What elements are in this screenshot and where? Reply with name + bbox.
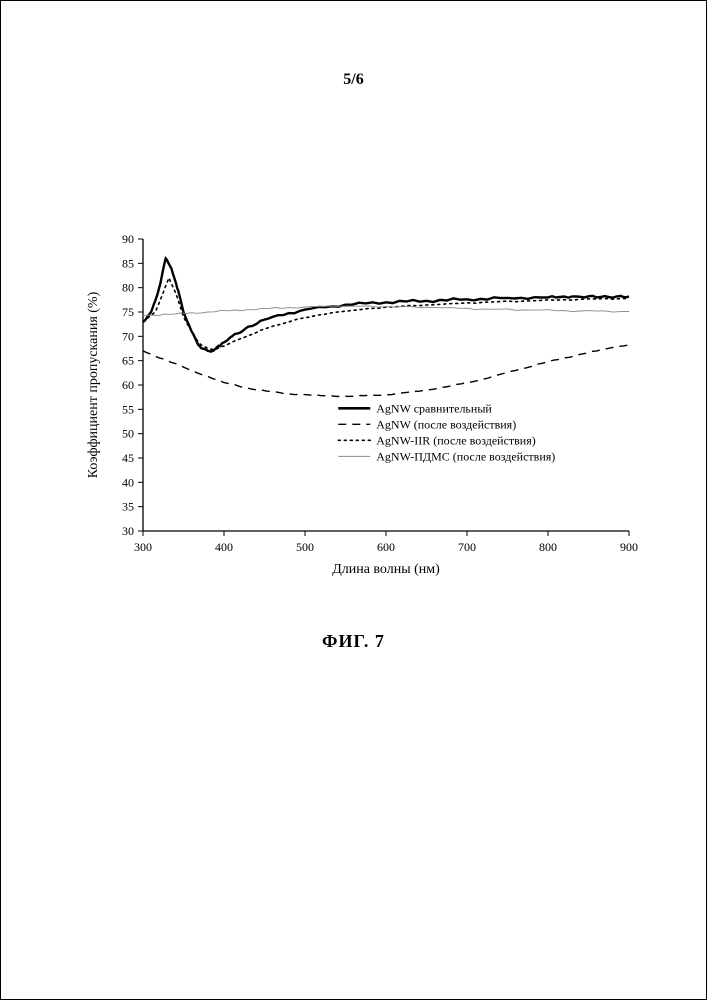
figure-caption: ФИГ. 7 bbox=[1, 631, 706, 652]
svg-text:75: 75 bbox=[122, 305, 134, 319]
svg-text:65: 65 bbox=[122, 354, 134, 368]
svg-text:85: 85 bbox=[122, 256, 134, 270]
page-number: 5/6 bbox=[1, 71, 706, 89]
svg-text:600: 600 bbox=[377, 540, 395, 554]
chart-svg: 30 35 40 45 50 55 60 65 70 75 80 85 90 300 400 500 600 70… bbox=[81, 231, 641, 581]
svg-text:Коэффициент пропускания (%): Коэффициент пропускания (%) bbox=[86, 291, 101, 478]
svg-text:80: 80 bbox=[122, 281, 134, 295]
svg-text:45: 45 bbox=[122, 451, 134, 465]
svg-text:AgNW-ПДМС (после воздействия): AgNW-ПДМС (после воздействия) bbox=[376, 449, 555, 463]
svg-text:400: 400 bbox=[215, 540, 233, 554]
svg-text:60: 60 bbox=[122, 378, 134, 392]
svg-text:300: 300 bbox=[134, 540, 152, 554]
svg-text:AgNW сравнительный: AgNW сравнительный bbox=[376, 401, 492, 415]
svg-text:35: 35 bbox=[122, 500, 134, 514]
svg-text:50: 50 bbox=[122, 427, 134, 441]
svg-text:AgNW-IIR (после воздействия): AgNW-IIR (после воздействия) bbox=[376, 433, 535, 447]
svg-text:30: 30 bbox=[122, 524, 134, 538]
transmittance-chart: 30 35 40 45 50 55 60 65 70 75 80 85 90 300 400 500 600 70… bbox=[81, 231, 641, 581]
svg-text:700: 700 bbox=[458, 540, 476, 554]
svg-text:90: 90 bbox=[122, 232, 134, 246]
svg-text:Длина волны (нм): Длина волны (нм) bbox=[332, 562, 440, 577]
svg-text:AgNW (после воздействия): AgNW (после воздействия) bbox=[376, 417, 516, 431]
svg-text:900: 900 bbox=[620, 540, 638, 554]
page: 5/6 30 35 40 45 50 55 60 65 70 75 80 85 90 300 400 500 6… bbox=[0, 0, 707, 1000]
svg-text:800: 800 bbox=[539, 540, 557, 554]
svg-text:55: 55 bbox=[122, 402, 134, 416]
svg-text:70: 70 bbox=[122, 329, 134, 343]
svg-text:40: 40 bbox=[122, 475, 134, 489]
svg-text:500: 500 bbox=[296, 540, 314, 554]
